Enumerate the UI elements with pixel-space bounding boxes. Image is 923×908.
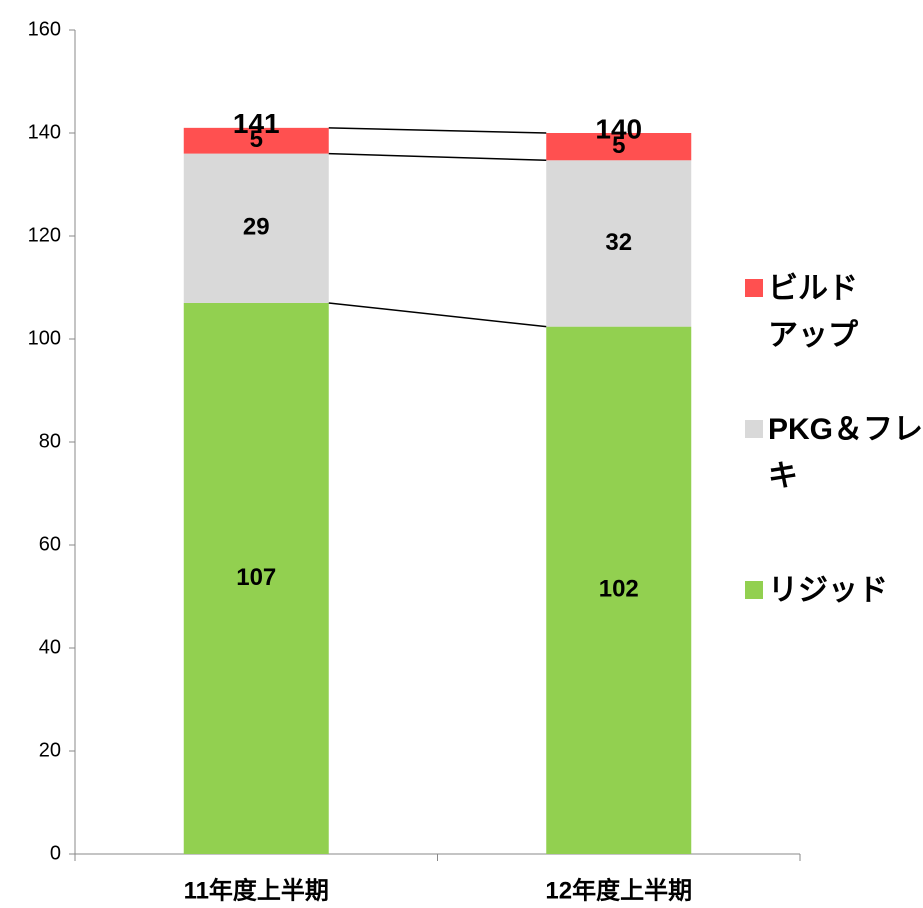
value-label: 107 [236,564,276,591]
value-label: 5 [250,126,263,153]
bar-segment [546,133,692,161]
legend-item: リジッド [745,567,923,614]
value-label: 5 [612,132,625,159]
y-tick-label: 20 [39,739,61,761]
connector-line [328,127,547,134]
bar-segment [183,153,329,303]
legend-item: PKG＆フレキ [745,406,923,500]
value-label: 32 [605,229,632,256]
legend-label: リジッド [768,574,888,607]
legend-swatch [745,279,763,297]
legend-label: PKG＆フレキ [768,413,923,493]
bar-segment [546,326,692,854]
value-label: 102 [599,576,639,603]
legend-swatch [745,420,763,438]
connector-line [328,302,547,328]
legend-item: ビルドアップ [745,265,870,359]
bar-segment [546,160,692,327]
y-tick-label: 40 [39,636,61,658]
y-tick-label: 160 [28,18,61,40]
legend-swatch [745,581,763,599]
connector-line [328,152,547,162]
total-label: 140 [595,113,642,144]
y-tick-label: 60 [39,533,61,555]
total-label: 141 [233,108,280,139]
y-tick-label: 80 [39,430,61,452]
y-tick-label: 120 [28,224,61,246]
bar-segment [183,127,329,154]
y-tick-label: 100 [28,327,61,349]
y-tick-label: 140 [28,121,61,143]
x-tick-label: 12年度上半期 [545,876,692,904]
bar-segment [183,302,329,854]
x-tick-label: 11年度上半期 [184,876,329,904]
legend-label: ビルドアップ [768,272,858,352]
y-tick-label: 0 [50,842,61,864]
value-label: 29 [243,214,270,241]
